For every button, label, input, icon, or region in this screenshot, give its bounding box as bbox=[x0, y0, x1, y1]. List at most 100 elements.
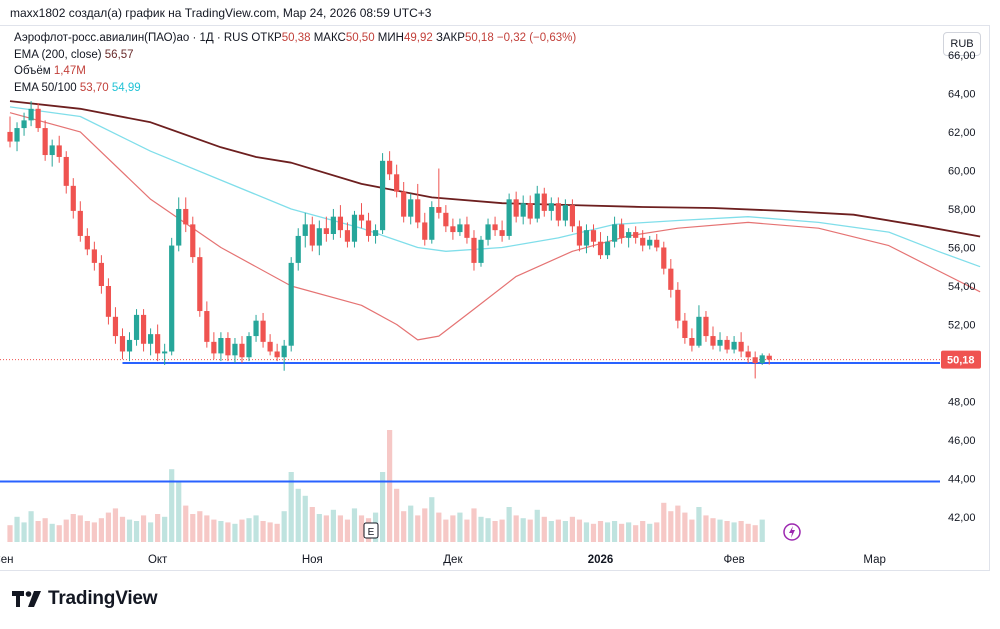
candle bbox=[84, 235, 90, 250]
volume-bar bbox=[155, 514, 161, 542]
ema100-value: 54,99 bbox=[111, 81, 141, 94]
candle bbox=[422, 222, 428, 240]
volume-bar bbox=[232, 523, 238, 542]
symbol-name[interactable]: Аэрофлот-росс.авиалин(ПАО)ао · 1Д · RUS bbox=[14, 32, 249, 44]
candle bbox=[619, 224, 625, 238]
candle bbox=[654, 239, 660, 248]
candle bbox=[604, 241, 611, 256]
y-tick-label: 58,00 bbox=[948, 204, 976, 216]
earnings-marker-icon bbox=[363, 522, 379, 539]
close-value: 50,18 bbox=[464, 32, 494, 44]
tradingview-logo-icon bbox=[12, 591, 41, 607]
chart-legend: Аэрофлот-росс.авиалин(ПАО)ао · 1Д · RUS … bbox=[14, 30, 576, 96]
candle bbox=[675, 289, 681, 321]
volume-bar bbox=[611, 521, 618, 542]
volume-bar bbox=[176, 481, 182, 542]
volume-bar bbox=[562, 521, 568, 542]
candle bbox=[464, 224, 470, 238]
volume-bar bbox=[506, 507, 512, 542]
candle bbox=[126, 339, 133, 352]
candle bbox=[281, 345, 287, 358]
volume-bar bbox=[295, 488, 301, 542]
candle bbox=[190, 224, 196, 258]
volume-bar bbox=[443, 519, 449, 542]
candle bbox=[169, 245, 175, 352]
candle bbox=[499, 230, 505, 236]
y-tick-label: 64,00 bbox=[948, 88, 976, 100]
volume-bar bbox=[267, 522, 273, 542]
volume-bar bbox=[239, 519, 245, 542]
volume-value: 1,47M bbox=[53, 65, 86, 77]
volume-bar bbox=[422, 508, 428, 542]
candle bbox=[520, 203, 526, 217]
volume-bar bbox=[710, 518, 716, 542]
legend-ema50-100-row[interactable]: EMA 50/100 53,70 54,99 bbox=[14, 80, 576, 97]
volume-bar bbox=[105, 512, 112, 542]
candle bbox=[513, 199, 519, 217]
volume-label: Объём bbox=[14, 65, 51, 77]
candle bbox=[611, 224, 618, 242]
y-tick-label: 56,00 bbox=[948, 242, 976, 254]
candle bbox=[548, 203, 554, 211]
candle bbox=[77, 210, 83, 236]
candle bbox=[738, 341, 744, 352]
volume-bar bbox=[133, 521, 140, 542]
legend-symbol-row: Аэрофлот-росс.авиалин(ПАО)ао · 1Д · RUS … bbox=[14, 30, 576, 47]
x-tick-label: Сен bbox=[0, 554, 14, 566]
candle bbox=[450, 226, 456, 233]
volume-bar bbox=[63, 519, 69, 542]
volume-bar bbox=[197, 511, 203, 542]
candle bbox=[541, 193, 547, 211]
volume-bar bbox=[316, 514, 322, 542]
candle bbox=[696, 316, 702, 346]
candle bbox=[49, 145, 55, 156]
volume-bar bbox=[91, 522, 97, 542]
volume-bar bbox=[457, 512, 463, 542]
candle bbox=[759, 355, 765, 364]
y-tick-label: 44,00 bbox=[948, 474, 976, 486]
candle bbox=[731, 341, 737, 350]
candle bbox=[668, 268, 674, 290]
volume-bar bbox=[633, 525, 639, 542]
candle bbox=[527, 203, 533, 219]
volume-bar bbox=[337, 515, 344, 542]
volume-bar bbox=[541, 516, 547, 542]
candle bbox=[724, 339, 730, 350]
ema200-value: 56,57 bbox=[104, 48, 134, 61]
high-label: МАКС bbox=[313, 32, 346, 44]
candle bbox=[323, 228, 329, 234]
volume-bar bbox=[309, 507, 315, 542]
volume-bar bbox=[330, 509, 336, 542]
candle bbox=[267, 341, 273, 352]
open-label: ОТКР bbox=[251, 32, 282, 44]
volume-bar bbox=[225, 522, 231, 542]
candle bbox=[471, 237, 477, 263]
y-tick-label: 42,00 bbox=[948, 512, 976, 524]
candle bbox=[112, 316, 119, 337]
legend-ema200-row[interactable]: EMA (200, close) 56,57 bbox=[14, 47, 576, 64]
volume-bar bbox=[661, 502, 667, 542]
volume-bar bbox=[28, 511, 34, 542]
volume-bar bbox=[211, 519, 217, 542]
y-tick-label: 52,00 bbox=[948, 320, 976, 332]
legend-volume-row[interactable]: Объём 1,47M bbox=[14, 63, 576, 80]
candle bbox=[302, 224, 308, 236]
candle bbox=[633, 232, 639, 238]
candle bbox=[506, 199, 512, 236]
candle bbox=[583, 230, 590, 246]
candle bbox=[316, 228, 322, 246]
volume-bar bbox=[527, 519, 533, 542]
volume-bar bbox=[675, 505, 681, 542]
candle bbox=[133, 314, 140, 340]
currency-button[interactable]: RUB bbox=[943, 32, 981, 56]
volume-bar bbox=[583, 522, 590, 542]
volume-bar bbox=[436, 512, 442, 542]
volume-bar bbox=[7, 525, 13, 542]
volume-bar bbox=[351, 508, 358, 542]
candle bbox=[274, 351, 280, 358]
tradingview-logo[interactable]: TradingView bbox=[12, 588, 158, 610]
candle bbox=[569, 205, 575, 227]
candle bbox=[661, 247, 667, 269]
volume-bar bbox=[597, 521, 604, 542]
